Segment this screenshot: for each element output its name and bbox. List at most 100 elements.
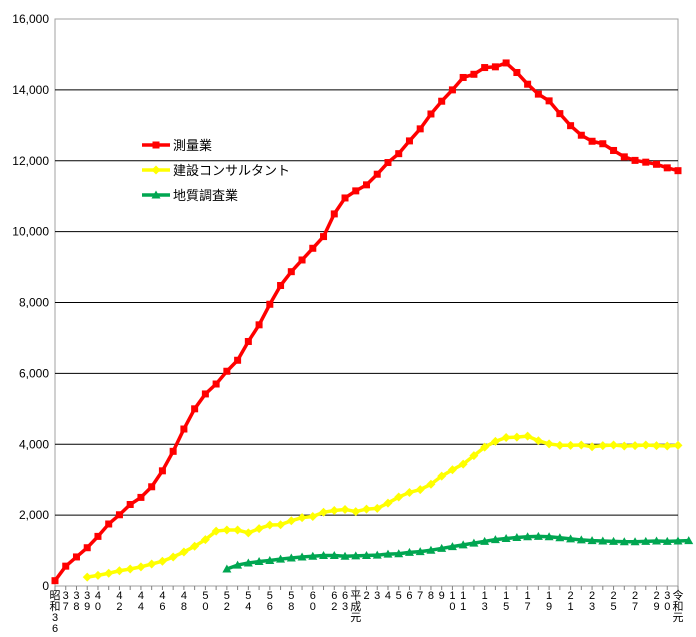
x-tick-char: 7 [417,590,423,602]
data-point-square [513,69,521,77]
data-point-square [384,159,392,167]
data-point-diamond [523,431,533,441]
data-point-square [438,97,446,105]
y-tick-label: 10,000 [12,225,49,239]
data-point-triangle [469,538,479,547]
data-point-triangle [404,547,414,556]
data-point-triangle [319,551,329,560]
x-tick-label: 7 [417,590,423,602]
x-tick-char: 5 [503,601,509,613]
x-tick-char: 4 [159,590,165,602]
x-tick-char: 4 [95,590,101,602]
data-point-square [255,321,263,329]
data-point-triangle [372,550,382,559]
data-point-diamond [297,513,307,523]
data-point-diamond [125,564,135,574]
data-point-triangle [447,542,457,551]
data-point-triangle [576,535,586,544]
data-point-diamond [544,439,554,449]
x-tick-label: 4 [385,590,391,602]
x-tick-char: 令 [673,588,684,602]
data-point-square [320,233,328,241]
data-point-triangle [458,540,468,549]
x-tick-char: 成 [350,600,361,613]
data-point-square [470,70,478,78]
data-point-square [244,337,252,345]
data-point-square [148,483,156,491]
data-point-square [416,125,424,133]
data-point-square [395,150,403,158]
data-point-square [158,467,166,475]
data-point-triangle [265,555,275,564]
data-point-diamond [168,552,178,562]
x-tick-char: 8 [181,601,187,613]
x-tick-char: 1 [460,601,466,613]
x-tick-char: 和 [673,600,684,613]
x-tick-char: 和 [50,600,61,613]
x-tick-char: 3 [73,590,79,602]
x-tick-char: 2 [224,601,230,613]
data-point-triangle [555,533,565,542]
series-3 [222,531,694,573]
data-point-diamond [426,479,436,489]
data-point-diamond [447,465,457,475]
data-point-diamond [190,541,200,551]
data-point-diamond [555,440,565,450]
data-point-square [577,131,585,139]
data-point-square [62,562,70,570]
x-tick-char: 5 [224,590,230,602]
data-point-square [663,164,671,172]
data-point-diamond [501,433,511,443]
x-tick-char: 元 [350,612,361,624]
x-tick-char: 0 [202,601,208,613]
data-point-triangle [566,534,576,543]
x-tick-char: 3 [52,612,58,624]
data-point-diamond [276,520,286,530]
data-point-square [341,194,349,202]
x-tick-char: 9 [653,601,659,613]
data-point-diamond [619,441,629,451]
data-point-square [223,367,231,375]
x-tick-char: 3 [374,590,380,602]
data-point-square [277,281,285,289]
data-point-diamond [512,432,522,442]
data-point-diamond [233,525,243,535]
x-tick-char: 4 [385,590,391,602]
data-point-diamond [490,436,500,446]
x-tick-char: 5 [245,590,251,602]
x-tick-char: 3 [664,590,670,602]
x-tick-char: 2 [568,590,574,602]
data-point-diamond [308,512,318,522]
x-tick-char: 2 [331,601,337,613]
x-tick-char: 2 [632,590,638,602]
data-point-triangle [619,537,629,546]
x-tick-char: 5 [202,590,208,602]
x-tick-char: 7 [63,601,69,613]
data-point-diamond [147,559,157,569]
data-point-square [405,137,413,145]
legend-label: 測量業 [173,138,212,153]
data-point-diamond [469,451,479,461]
data-point-diamond [319,507,329,517]
data-point-diamond [200,535,210,545]
x-tick-char: 9 [546,601,552,613]
series-lines [51,59,694,585]
series-2 [82,431,683,582]
data-point-square [51,577,59,585]
x-tick-char: 3 [63,590,69,602]
data-point-diamond [404,487,414,497]
x-tick-char: 元 [673,612,684,624]
x-tick-label: 9 [439,590,445,602]
